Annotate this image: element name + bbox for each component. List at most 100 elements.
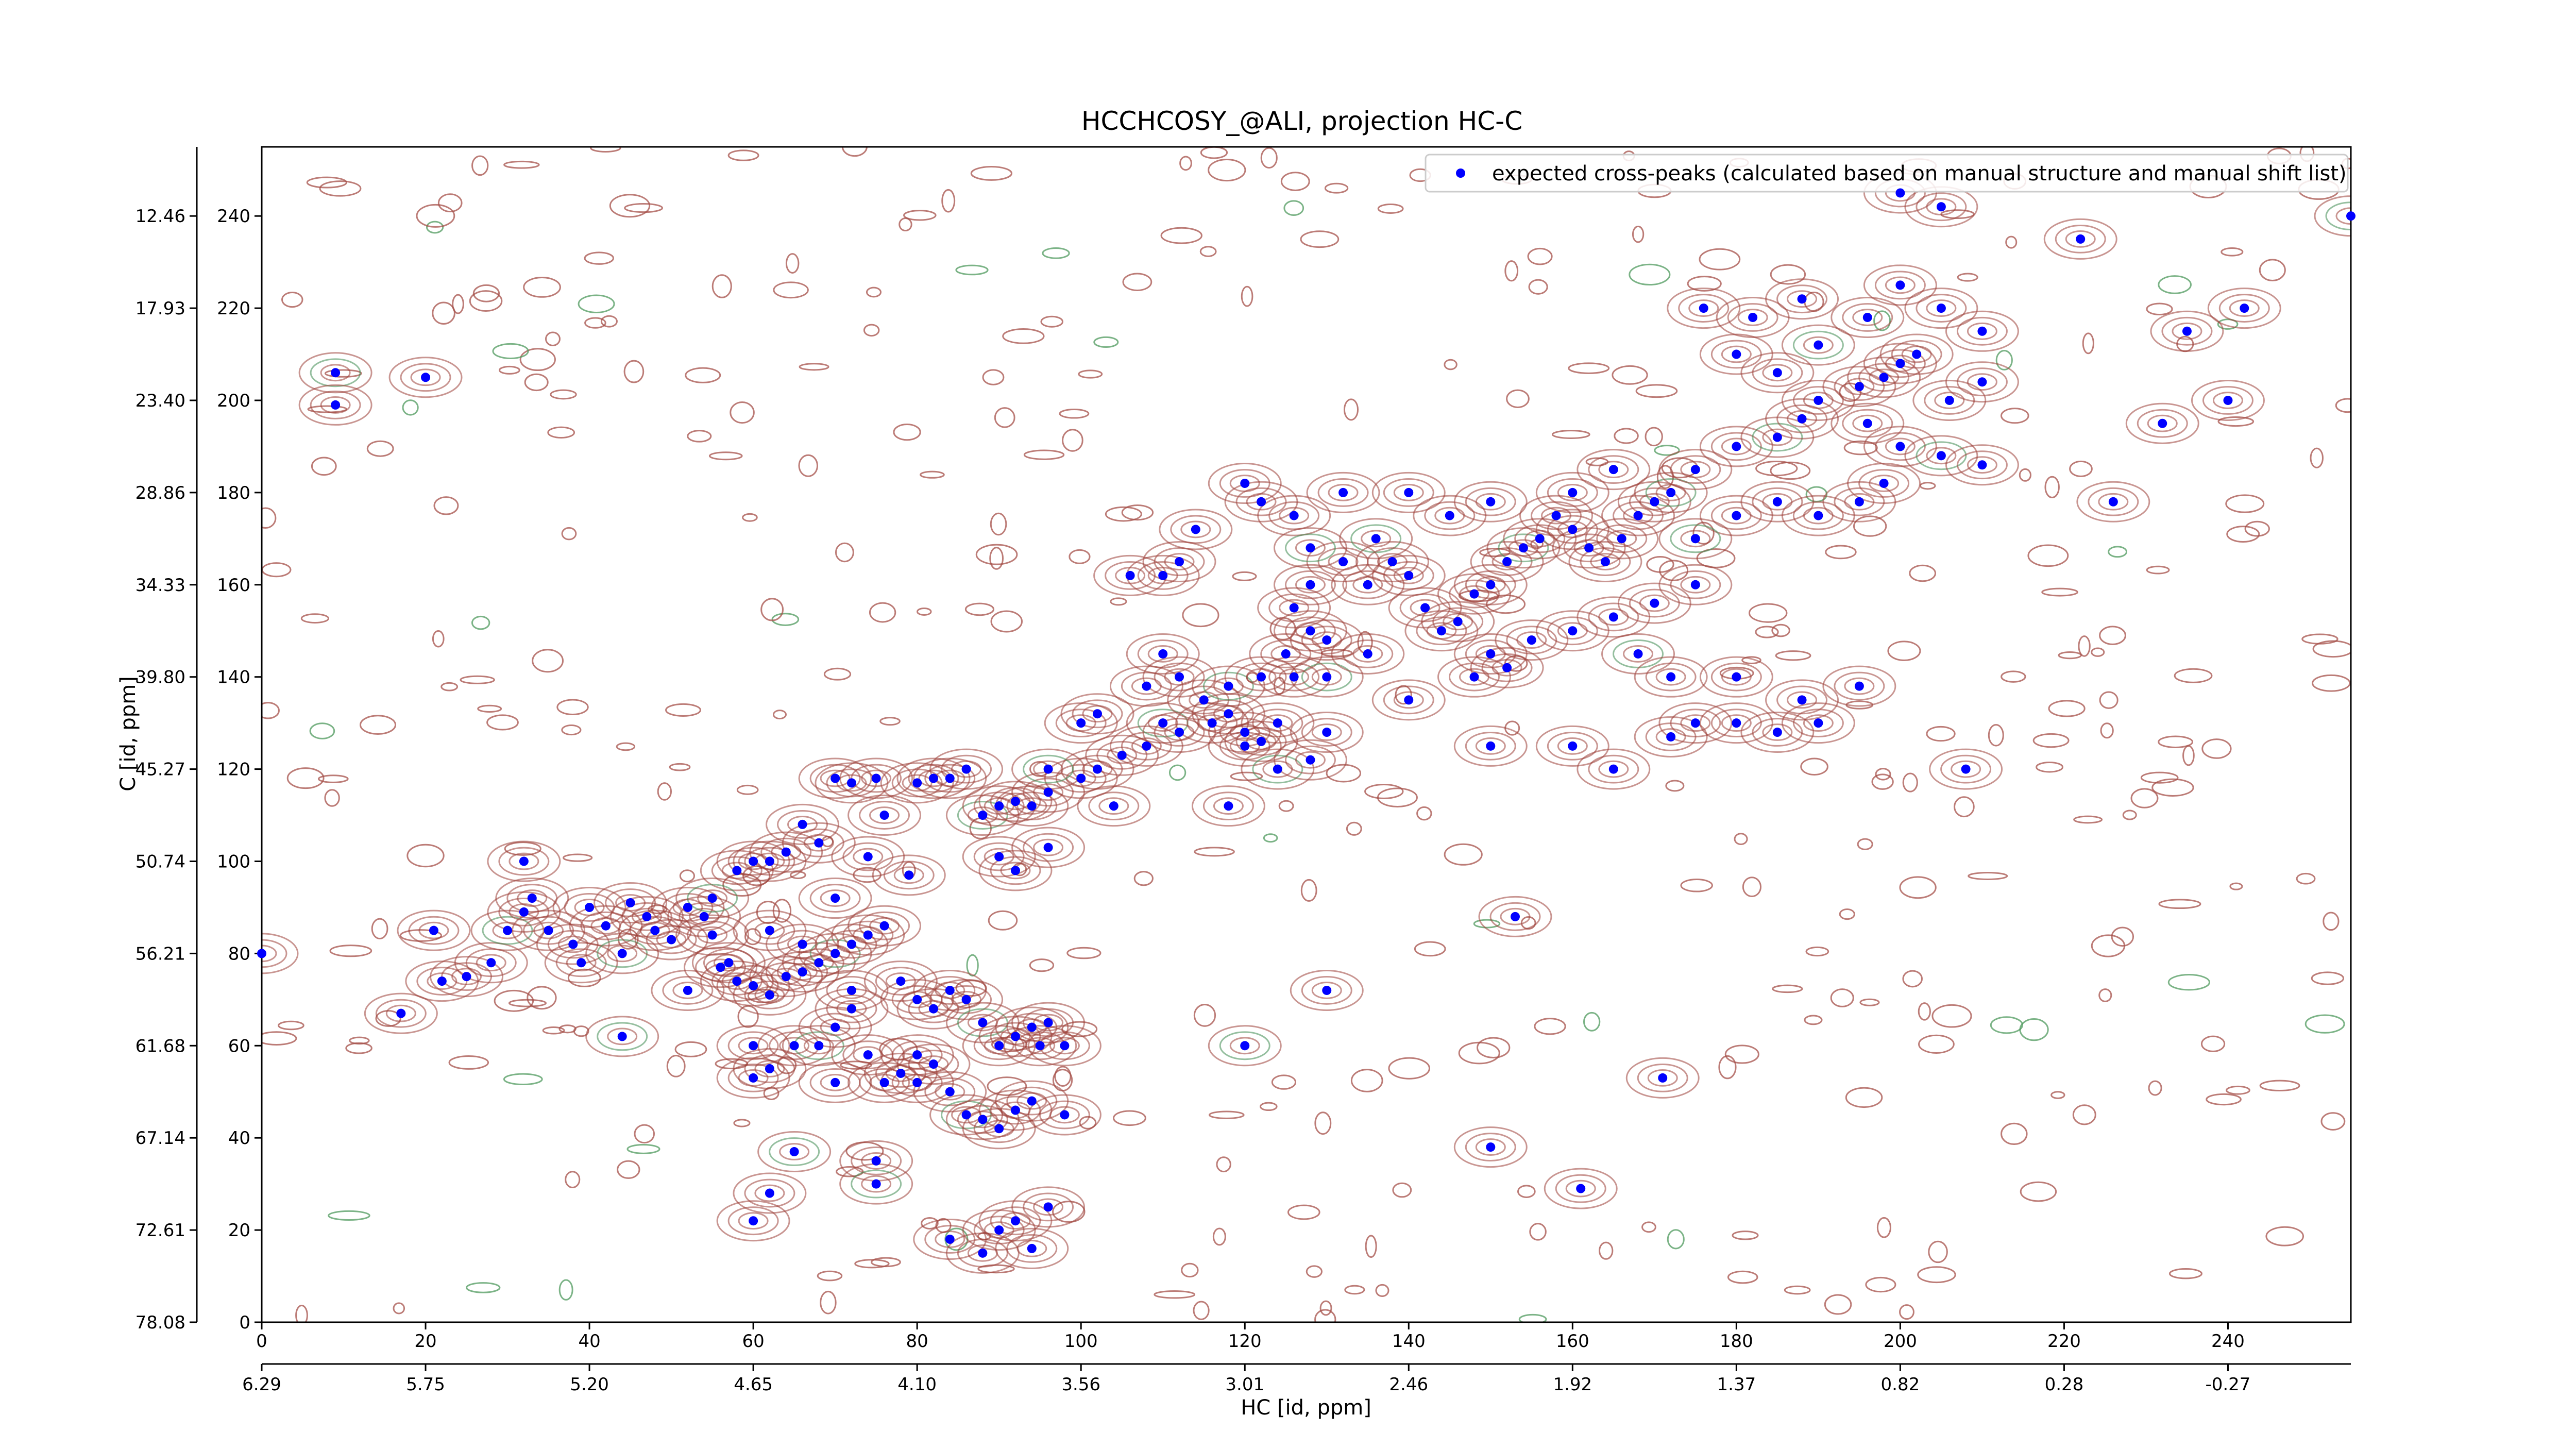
peak-contour xyxy=(908,764,959,793)
peak-contour xyxy=(1279,599,1310,617)
cross-peak xyxy=(486,958,496,968)
peak-contour xyxy=(1926,299,1957,317)
cross-peak xyxy=(1363,649,1372,659)
peak-contour xyxy=(1383,561,1434,590)
peak-contour xyxy=(1588,602,1639,632)
x-tick-label: 180 xyxy=(1720,1331,1753,1352)
x-tick-label: 100 xyxy=(1064,1331,1098,1352)
noise-contour xyxy=(1052,1201,1086,1223)
peak-contour xyxy=(2065,230,2096,248)
noise-contour xyxy=(1632,225,1645,243)
cross-peak xyxy=(1772,432,1782,442)
noise-contour xyxy=(309,722,335,739)
noise-contour xyxy=(432,301,455,325)
noise-contour xyxy=(1260,147,1278,169)
cross-peak xyxy=(699,912,709,921)
peak-contour xyxy=(2229,299,2260,317)
peak-contour xyxy=(1852,309,1883,326)
noise-contour xyxy=(1216,1156,1231,1173)
noise-contour xyxy=(1232,571,1257,581)
cross-peak xyxy=(1912,349,1922,359)
cross-peak xyxy=(871,1156,881,1166)
peak-contour xyxy=(1088,791,1140,821)
noise-contour xyxy=(1066,947,1101,959)
noise-contour xyxy=(1388,1057,1430,1080)
peak-contour xyxy=(1945,310,2019,352)
cross-peak xyxy=(1273,764,1282,774)
y-axis-label: C [id, ppm] xyxy=(116,676,140,791)
peak-contour xyxy=(1544,1168,1618,1209)
peak-contour xyxy=(1874,349,1926,378)
peak-contour xyxy=(1634,716,1708,757)
cross-peak xyxy=(749,981,758,991)
cross-peak xyxy=(1306,626,1315,636)
x2-tick-label: 1.92 xyxy=(1553,1374,1592,1395)
peak-contour xyxy=(1033,1198,1064,1216)
cross-peak xyxy=(1568,487,1578,497)
cross-peak xyxy=(1732,672,1741,682)
peak-contour xyxy=(757,1131,832,1173)
noise-contour xyxy=(281,291,303,308)
noise-contour xyxy=(711,274,732,298)
peak-contour xyxy=(1306,471,1380,513)
cross-peak xyxy=(879,1077,889,1087)
legend: expected cross-peaks (calculated based o… xyxy=(1425,154,2349,193)
x-tick-label: 20 xyxy=(414,1331,436,1352)
noise-contour xyxy=(617,1160,640,1179)
peak-contour xyxy=(697,926,728,944)
legend-label: expected cross-peaks (calculated based o… xyxy=(1492,162,2347,186)
peak-contour xyxy=(1295,751,1326,769)
peak-contour xyxy=(1295,539,1326,557)
noise-contour xyxy=(994,407,1015,428)
noise-contour xyxy=(466,1282,501,1293)
noise-contour xyxy=(903,210,937,221)
cross-peak xyxy=(1732,349,1741,359)
x2-tick-label: 4.10 xyxy=(897,1374,937,1395)
peak-contour xyxy=(1180,520,1211,538)
peak-contour xyxy=(2043,218,2117,260)
peak-contour xyxy=(851,1169,902,1199)
cross-peak xyxy=(1027,1243,1037,1253)
noise-contour xyxy=(1917,1266,1956,1284)
cross-peak xyxy=(871,1179,881,1189)
cross-peak xyxy=(961,1110,971,1120)
noise-contour xyxy=(1364,783,1404,799)
peak-contour xyxy=(1393,566,1424,584)
peak-contour xyxy=(1956,450,2008,480)
peak-contour xyxy=(1126,633,1200,675)
peak-contour xyxy=(1557,483,1588,501)
peak-contour xyxy=(498,897,550,926)
noise-contour xyxy=(1093,336,1119,348)
peak-contour xyxy=(1072,699,1123,729)
noise-contour xyxy=(1168,764,1187,781)
peak-contour xyxy=(1740,712,1815,753)
peak-contour xyxy=(1279,668,1310,686)
noise-contour xyxy=(532,649,564,673)
peak-contour xyxy=(684,947,758,988)
cross-peak xyxy=(961,764,971,774)
noise-contour xyxy=(2158,275,2192,294)
cross-peak xyxy=(896,976,906,986)
peak-contour xyxy=(1055,764,1107,793)
peak-contour xyxy=(1011,1186,1086,1228)
peak-contour xyxy=(310,391,361,419)
peak-contour xyxy=(298,352,372,394)
peak-contour xyxy=(1202,671,1254,701)
peak-contour xyxy=(995,1227,1069,1269)
cross-peak xyxy=(331,368,341,378)
cross-peak xyxy=(716,963,725,972)
peak-contour xyxy=(1752,423,1803,452)
peak-contour xyxy=(1776,685,1828,715)
peak-contour xyxy=(842,920,894,950)
peak-contour xyxy=(1421,601,1495,643)
noise-contour xyxy=(742,513,758,522)
noise-contour xyxy=(1918,1034,1955,1054)
noise-contour xyxy=(2048,700,2086,717)
peak-contour xyxy=(1547,478,1598,507)
peak-contour xyxy=(779,1037,810,1055)
peak-contour xyxy=(869,806,900,824)
cross-peak xyxy=(1633,511,1643,520)
noise-contour xyxy=(1843,440,1878,456)
cross-peak xyxy=(429,925,438,935)
peak-contour xyxy=(1268,501,1320,530)
